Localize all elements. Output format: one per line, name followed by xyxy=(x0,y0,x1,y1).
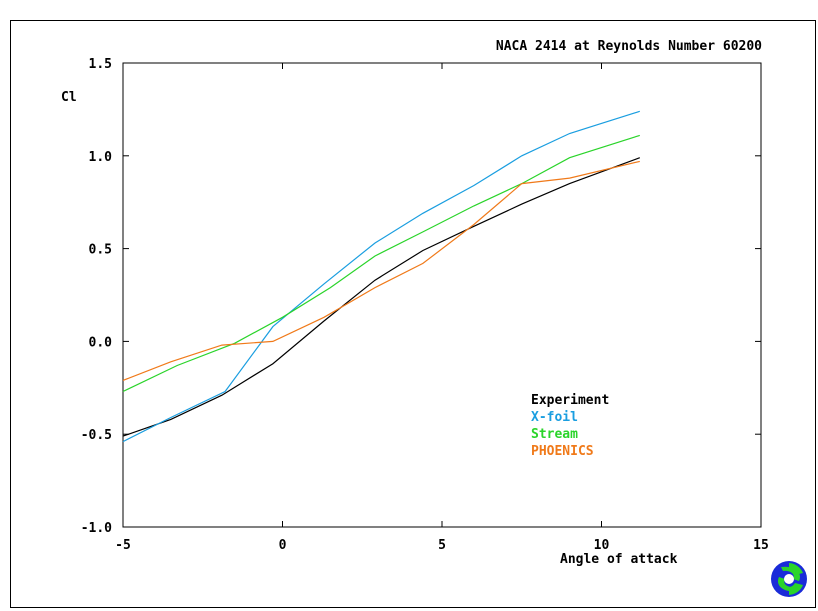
series-line-stream xyxy=(122,134,640,393)
x-tick-label: -5 xyxy=(115,538,131,553)
series-line-experiment xyxy=(122,157,641,437)
y-tick-label: -0.5 xyxy=(81,428,112,443)
series-line-phoenics xyxy=(122,160,640,381)
x-tick-label: 5 xyxy=(438,538,446,553)
chart-title: NACA 2414 at Reynolds Number 60200 xyxy=(496,39,762,54)
logo-icon xyxy=(771,561,807,597)
x-axis-label: Angle of attack xyxy=(560,552,678,567)
series-line-x-foil xyxy=(122,110,640,443)
legend-entry-x-foil: X-foil xyxy=(531,410,578,425)
y-tick-label: 0.5 xyxy=(89,243,112,258)
legend-entry-experiment: Experiment xyxy=(531,393,609,408)
legend-entry-phoenics: PHOENICS xyxy=(531,444,594,459)
y-tick-label: 1.0 xyxy=(89,150,113,165)
legend-entry-stream: Stream xyxy=(531,427,578,442)
x-tick-label: 10 xyxy=(594,538,610,553)
x-tick-label: 0 xyxy=(279,538,287,553)
legend: Experiment X-foil Stream PHOENICS xyxy=(531,393,609,459)
series-group xyxy=(122,110,641,443)
plot-area-border xyxy=(122,62,762,528)
chart-frame xyxy=(10,20,816,608)
y-tick-label: 1.5 xyxy=(89,57,112,72)
y-axis-label: Cl xyxy=(61,90,77,105)
y-tick-label: -1.0 xyxy=(81,521,112,536)
axes xyxy=(122,62,762,528)
labels: 1.5 1.0 0.5 0.0 -0.5 -1.0-5 0 5 10 15 xyxy=(81,57,769,553)
x-tick-label: 15 xyxy=(753,538,769,553)
y-tick-label: 0.0 xyxy=(89,335,113,350)
